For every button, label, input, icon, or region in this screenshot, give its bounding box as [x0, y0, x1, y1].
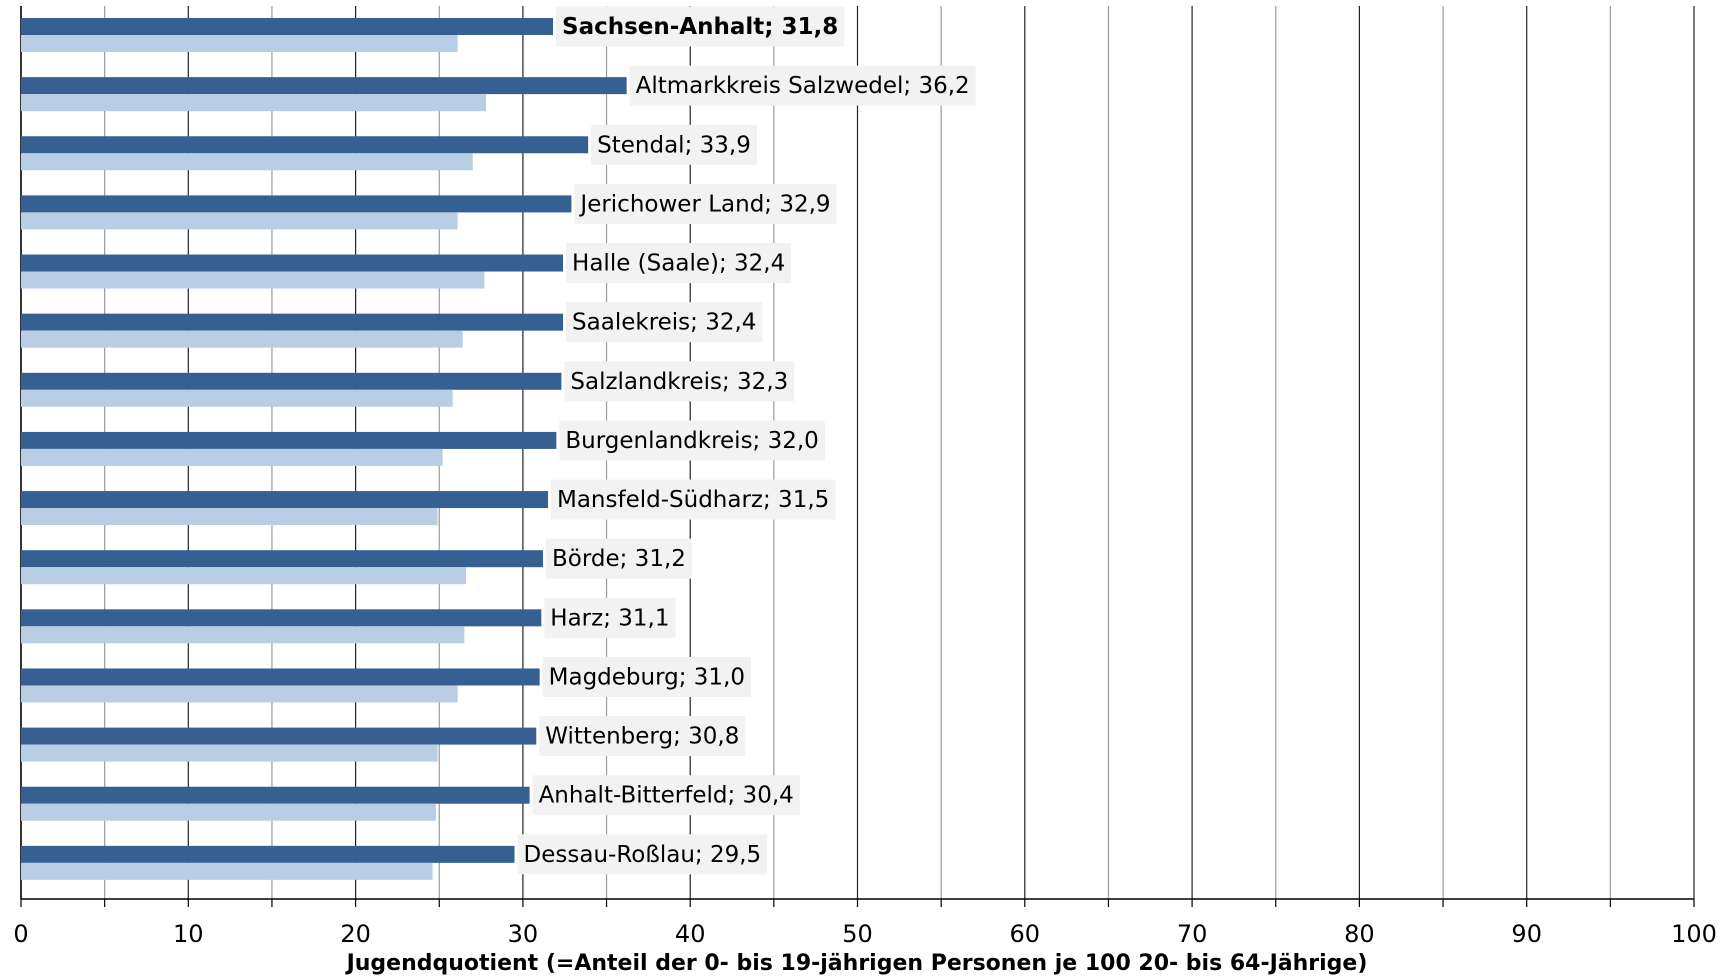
label-background — [542, 656, 752, 697]
x-tick-label: 10 — [173, 920, 204, 948]
bar — [21, 153, 473, 171]
label-background — [629, 65, 976, 106]
bar — [21, 786, 530, 804]
bar — [21, 550, 543, 568]
x-tick-label: 20 — [340, 920, 371, 948]
bar — [21, 136, 589, 154]
bar — [21, 862, 433, 880]
bar — [21, 491, 548, 509]
bar — [21, 94, 487, 112]
label-background — [544, 597, 676, 638]
bar — [21, 744, 438, 762]
data-label: Jerichower Land; 32,9 — [578, 191, 830, 217]
x-tick-label: 0 — [13, 920, 28, 948]
bar — [21, 18, 554, 35]
label-background — [574, 183, 837, 224]
x-axis-label: Jugendquotient (=Anteil der 0- bis 19-jä… — [345, 951, 1368, 976]
label-background — [517, 834, 768, 875]
data-label: Magdeburg; 31,0 — [549, 664, 745, 690]
bar — [21, 212, 458, 230]
bar — [21, 448, 443, 466]
bar — [21, 313, 564, 331]
label-background — [566, 302, 763, 343]
data-label: Altmarkkreis Salzwedel; 36,2 — [636, 73, 970, 99]
data-label: Harz; 31,1 — [550, 605, 669, 631]
bar — [21, 330, 463, 348]
x-tick-label: 90 — [1511, 920, 1542, 948]
label-background — [564, 361, 795, 402]
x-tick-label: 50 — [842, 920, 873, 948]
data-label: Stendal; 33,9 — [597, 132, 751, 158]
label-background — [539, 716, 746, 757]
data-label: Sachsen-Anhalt; 31,8 — [562, 14, 838, 40]
label-background — [532, 775, 800, 816]
bar — [21, 35, 458, 52]
bar — [21, 727, 537, 745]
bar — [21, 195, 572, 213]
bar — [21, 77, 627, 95]
label-background — [550, 479, 836, 520]
data-label: Saalekreis; 32,4 — [572, 310, 756, 336]
bar — [21, 668, 540, 686]
label-background — [591, 124, 757, 165]
bar — [21, 271, 485, 289]
bar — [21, 845, 515, 863]
bar — [21, 508, 438, 526]
bar — [21, 389, 453, 407]
data-label: Wittenberg; 30,8 — [545, 724, 739, 750]
bar — [21, 567, 467, 585]
label-background — [559, 420, 825, 461]
x-tick-label: 80 — [1344, 920, 1375, 948]
x-tick-label: 60 — [1010, 920, 1041, 948]
bar — [21, 372, 562, 390]
bar — [21, 254, 564, 272]
data-label: Burgenlandkreis; 32,0 — [565, 428, 818, 454]
data-label: Halle (Saale); 32,4 — [572, 251, 785, 277]
bar — [21, 626, 465, 644]
label-background — [566, 243, 792, 284]
x-tick-label: 70 — [1177, 920, 1208, 948]
data-label: Mansfeld-Südharz; 31,5 — [557, 487, 829, 513]
data-label: Börde; 31,2 — [552, 546, 686, 572]
x-tick-label: 100 — [1671, 920, 1717, 948]
bar — [21, 609, 542, 627]
bar — [21, 685, 458, 703]
bar — [21, 803, 436, 821]
data-label: Salzlandkreis; 32,3 — [570, 369, 788, 395]
data-label: Anhalt-Bitterfeld; 30,4 — [539, 783, 794, 809]
label-background — [545, 538, 692, 579]
x-tick-label: 30 — [508, 920, 539, 948]
data-label: Dessau-Roßlau; 29,5 — [524, 842, 762, 868]
label-background — [556, 6, 845, 47]
x-tick-label: 40 — [675, 920, 706, 948]
bar — [21, 431, 557, 449]
